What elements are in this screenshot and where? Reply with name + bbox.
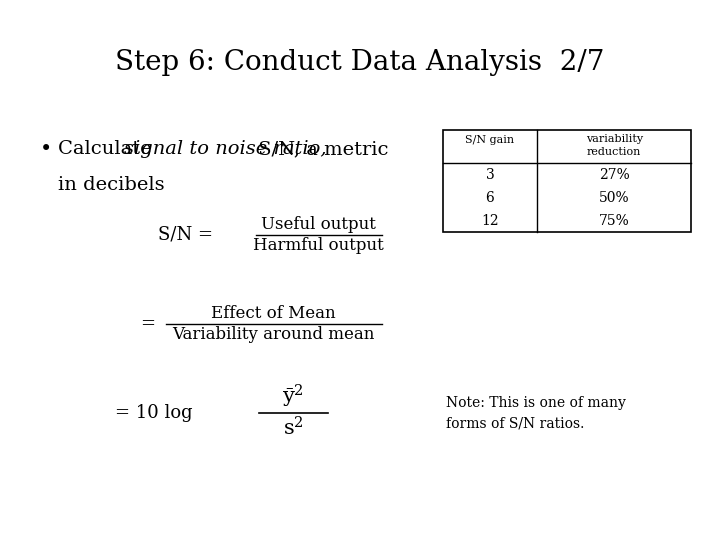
Text: 6: 6	[485, 191, 495, 205]
Text: S/N, a metric: S/N, a metric	[252, 140, 389, 158]
Text: Harmful output: Harmful output	[253, 237, 384, 253]
Text: $\mathregular{\bar{y}^2}$: $\mathregular{\bar{y}^2}$	[282, 383, 305, 410]
Text: Calculate: Calculate	[58, 140, 158, 158]
Text: Useful output: Useful output	[261, 217, 376, 233]
Text: $\mathregular{s^2}$: $\mathregular{s^2}$	[283, 416, 304, 439]
Text: Effect of Mean: Effect of Mean	[211, 306, 336, 322]
Text: Step 6: Conduct Data Analysis  2/7: Step 6: Conduct Data Analysis 2/7	[115, 49, 605, 76]
Text: S/N =: S/N =	[158, 226, 219, 244]
Text: 12: 12	[481, 214, 499, 228]
Text: Variability around mean: Variability around mean	[172, 326, 375, 342]
Text: =: =	[140, 315, 156, 333]
Text: 3: 3	[485, 168, 495, 182]
Text: signal to noise ratio,: signal to noise ratio,	[124, 140, 326, 158]
Text: in decibels: in decibels	[58, 176, 164, 193]
Text: •: •	[40, 140, 52, 159]
Text: 50%: 50%	[599, 191, 629, 205]
Text: Note: This is one of many
forms of S/N ratios.: Note: This is one of many forms of S/N r…	[446, 396, 626, 430]
Text: variability: variability	[585, 134, 643, 144]
Text: 75%: 75%	[599, 214, 629, 228]
Text: 27%: 27%	[599, 168, 629, 182]
Text: S/N gain: S/N gain	[465, 135, 515, 145]
Text: = 10 log: = 10 log	[115, 404, 193, 422]
Text: reduction: reduction	[587, 147, 642, 157]
